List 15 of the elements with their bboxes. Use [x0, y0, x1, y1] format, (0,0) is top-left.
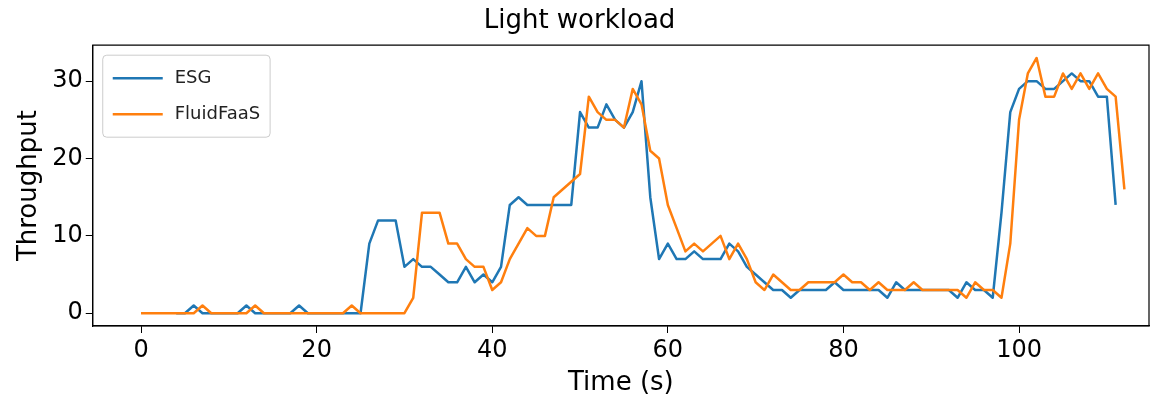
legend-label: FluidFaaS	[174, 101, 261, 123]
y-tick-label: 30	[52, 65, 83, 94]
y-tick-label: 20	[52, 142, 83, 171]
x-tick-label: 0	[133, 334, 149, 363]
x-tick-label: 20	[301, 334, 332, 363]
x-tick-label: 40	[476, 334, 508, 363]
legend-label: ESG	[174, 65, 212, 87]
x-axis-title: Time (s)	[567, 366, 674, 397]
y-axis-title: Throughput	[12, 110, 43, 263]
y-tick-label: 10	[52, 220, 83, 249]
y-tick-label: 0	[67, 297, 83, 326]
chart-title: Light workload	[483, 4, 676, 35]
x-tick-label: 80	[828, 334, 859, 363]
x-tick-label: 60	[652, 334, 684, 363]
x-tick-label: 100	[996, 334, 1042, 363]
